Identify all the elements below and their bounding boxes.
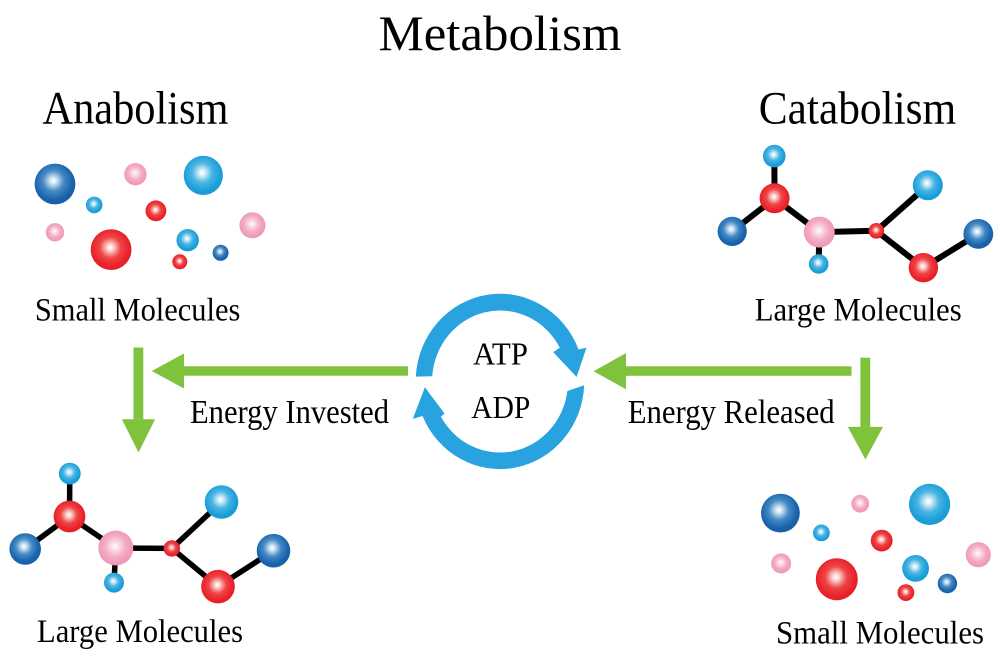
svg-text:Energy Released: Energy Released	[628, 394, 835, 431]
svg-text:Energy Invested: Energy Invested	[190, 394, 389, 431]
svg-text:Metabolism: Metabolism	[379, 5, 622, 61]
svg-text:Anabolism: Anabolism	[43, 83, 229, 135]
svg-text:Small Molecules: Small Molecules	[35, 293, 241, 329]
svg-text:Small Molecules: Small Molecules	[776, 616, 984, 652]
svg-text:ADP: ADP	[471, 390, 530, 425]
svg-text:Large Molecules: Large Molecules	[37, 614, 243, 650]
svg-text:Large Molecules: Large Molecules	[755, 293, 962, 329]
svg-text:ATP: ATP	[473, 337, 528, 372]
svg-text:Catabolism: Catabolism	[759, 83, 957, 135]
